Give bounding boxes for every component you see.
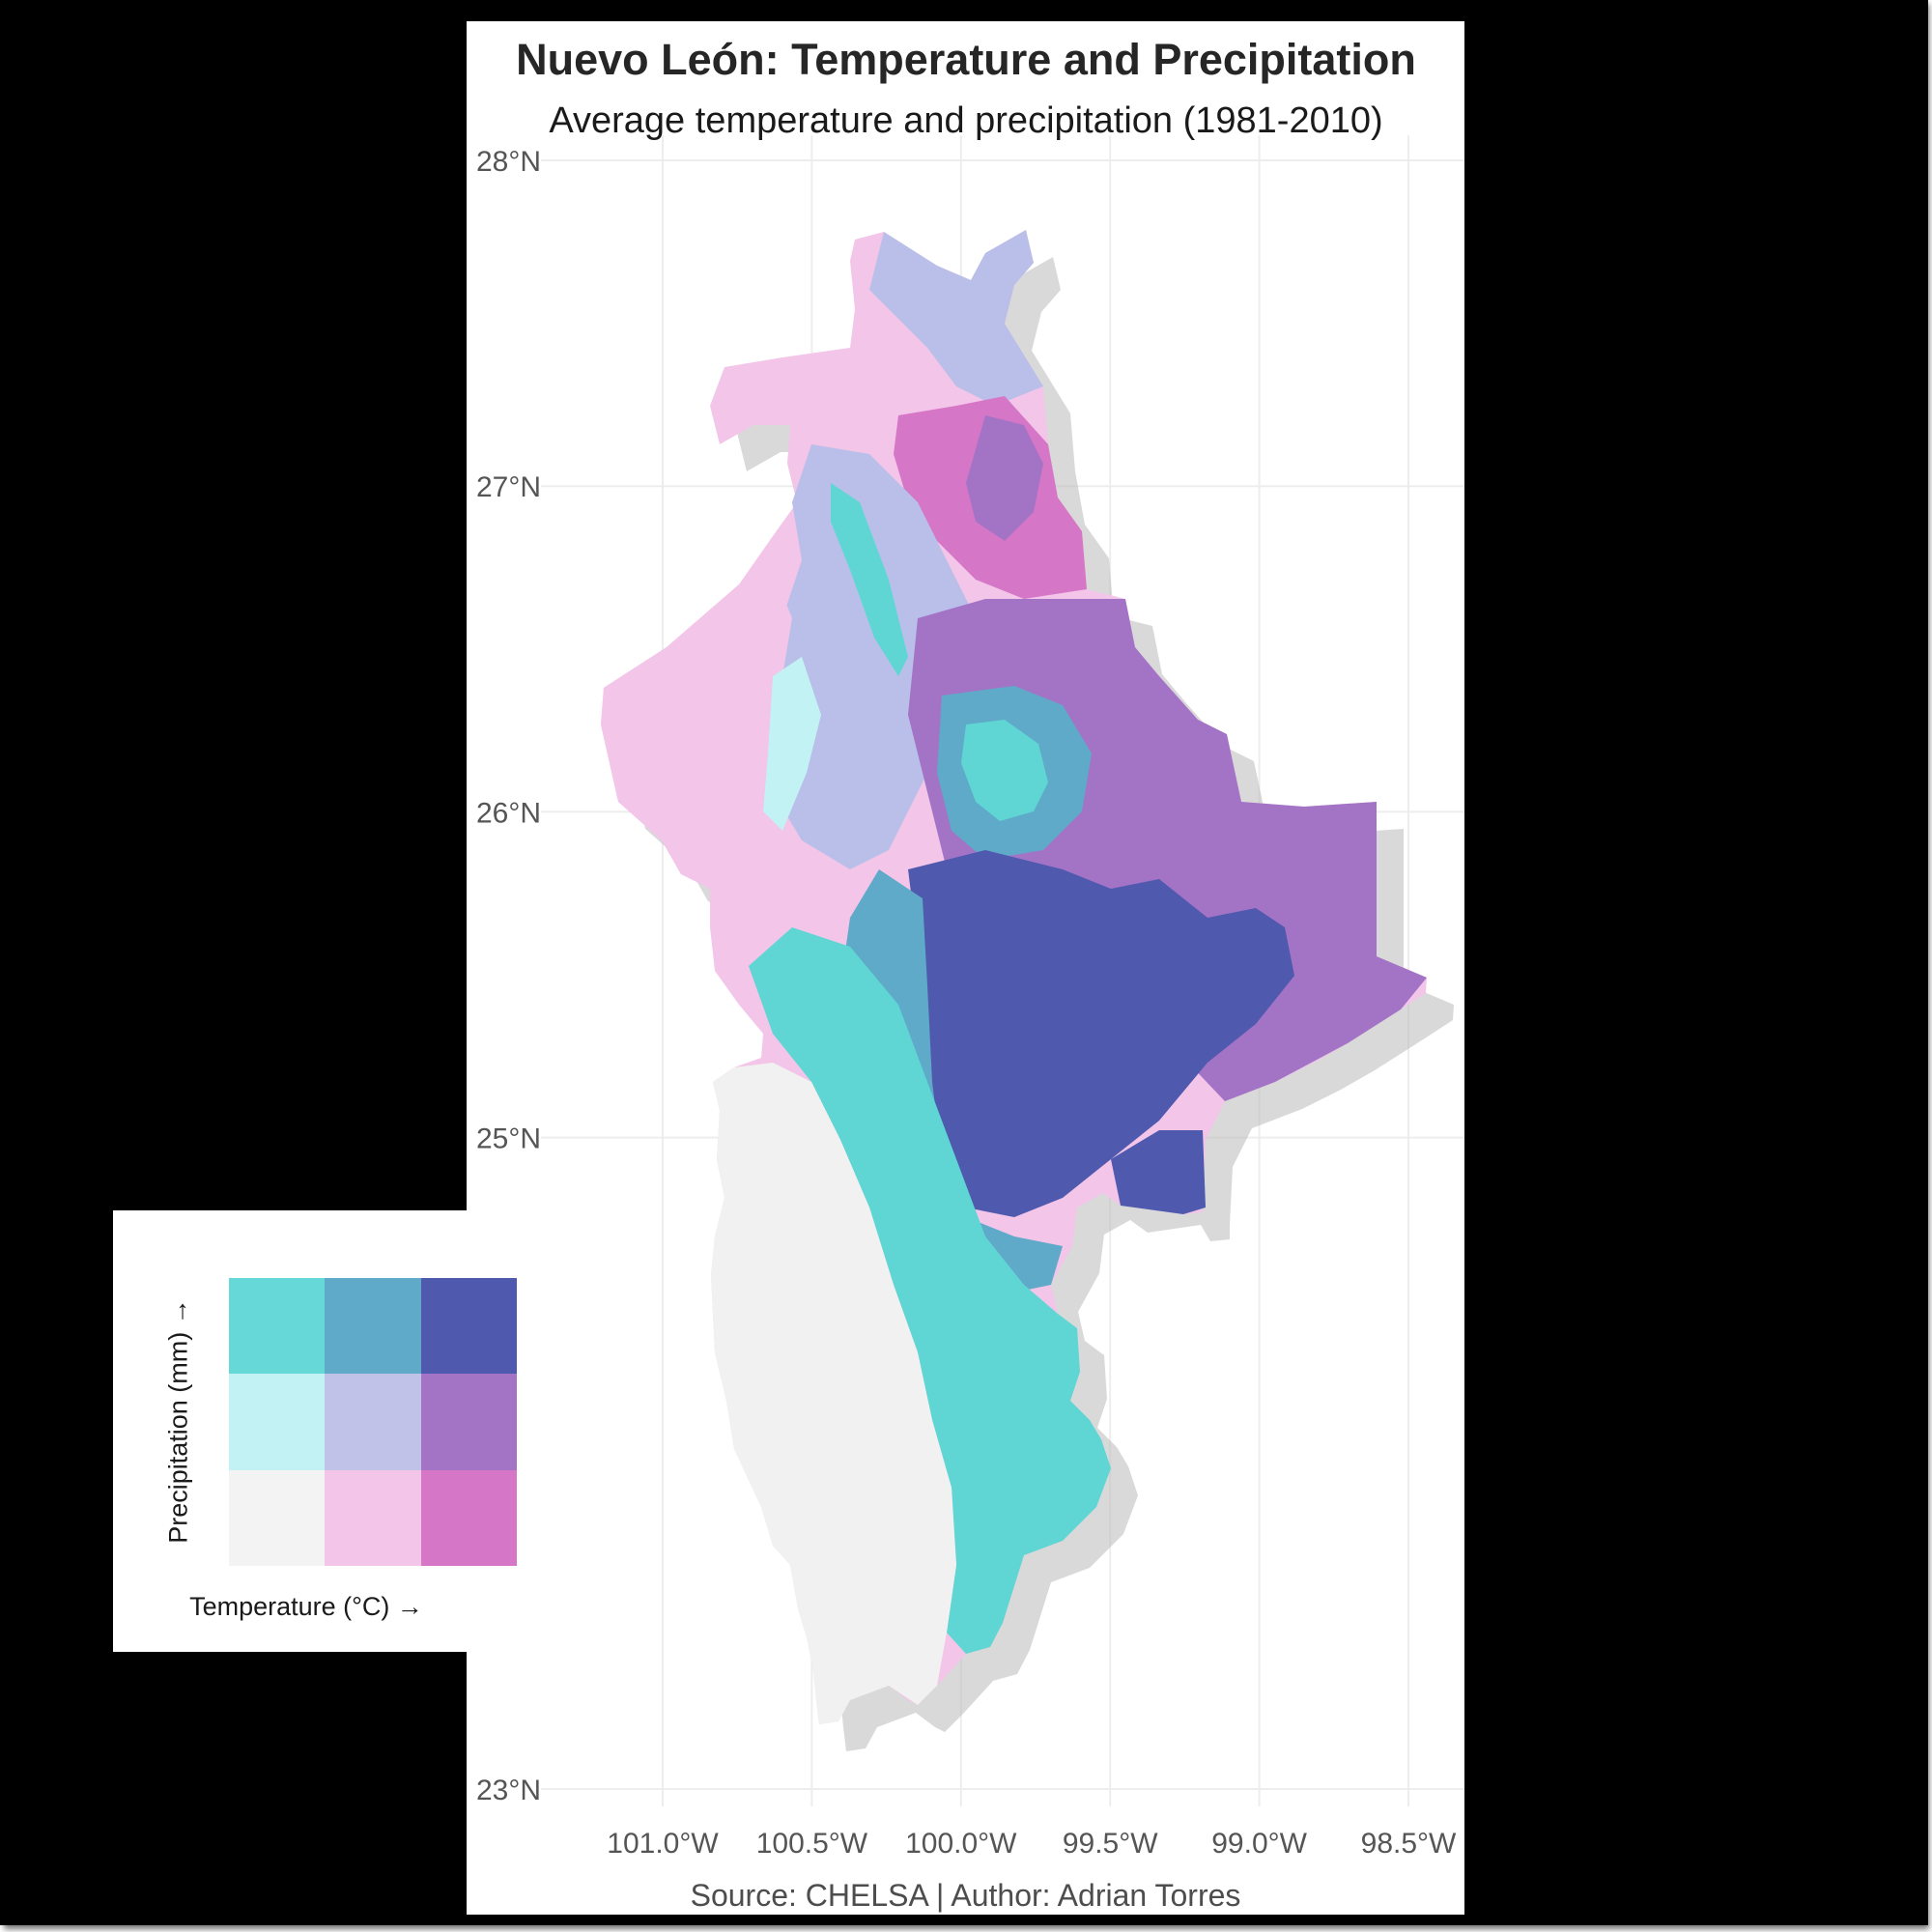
lon-tick-label: 99.0°W — [1211, 1828, 1307, 1860]
lat-tick-label: 26°N — [476, 797, 541, 829]
northern-ridge-cool-wet — [831, 483, 908, 676]
northwest-mid-dry-zone — [601, 570, 792, 889]
nuevo-leon-map — [601, 230, 1427, 1724]
lon-tick-label: 100.5°W — [756, 1828, 868, 1860]
longitude-labels: 101.0°W 100.5°W 100.0°W 99.5°W 99.0°W 98.5°W — [607, 1828, 1457, 1860]
lat-tick-label: 25°N — [476, 1123, 541, 1155]
latitude-labels: 28°N 27°N 26°N 25°N 23°N — [476, 146, 541, 1806]
legend-cell-low-temp-high-precip — [229, 1278, 326, 1375]
legend-cell-low-temp-low-precip — [229, 1469, 326, 1566]
legend-cell-high-temp-low-precip — [420, 1469, 517, 1566]
bivariate-legend: Precipitation (mm) → Temperature (°C) → — [113, 1210, 517, 1652]
western-ridge-cool-mid — [763, 657, 821, 831]
lat-tick-label: 27°N — [476, 471, 541, 503]
legend-x-label: Temperature (°C) → — [189, 1592, 423, 1621]
sierra-cool-wet-ridge — [749, 927, 1111, 1654]
legend-y-label: Precipitation (mm) → — [163, 1298, 193, 1544]
legend-grid — [229, 1278, 517, 1566]
lon-tick-label: 101.0°W — [607, 1828, 719, 1860]
lat-tick-label: 28°N — [476, 146, 541, 178]
southeast-hot-wet-tail — [1111, 1130, 1206, 1214]
right-black-band — [1464, 21, 1910, 1915]
source-caption: Source: CHELSA | Author: Adrian Torres — [690, 1878, 1241, 1913]
northeast-mid-zone — [869, 230, 1043, 406]
northern-hot-mid-zone — [966, 415, 1043, 541]
legend-cell-mid-temp-mid-precip — [325, 1374, 421, 1470]
western-mid-wet-band — [840, 869, 1063, 1294]
lon-tick-label: 99.5°W — [1063, 1828, 1158, 1860]
legend-cell-mid-temp-high-precip — [325, 1278, 421, 1375]
legend-cell-mid-temp-low-precip — [325, 1469, 421, 1566]
lon-tick-label: 98.5°W — [1361, 1828, 1457, 1860]
lon-tick-label: 100.0°W — [905, 1828, 1017, 1860]
sierra-cool-wet-core — [961, 720, 1048, 821]
legend-cell-high-temp-high-precip — [420, 1278, 517, 1375]
southwest-cool-dry-zone — [711, 1063, 956, 1724]
legend-cell-high-temp-mid-precip — [420, 1374, 517, 1470]
legend-cell-low-temp-mid-precip — [229, 1374, 326, 1470]
page-title: Nuevo León: Temperature and Precipitatio… — [516, 35, 1416, 84]
page-subtitle: Average temperature and precipitation (1… — [549, 100, 1383, 141]
lat-tick-label: 23°N — [476, 1775, 541, 1806]
central-hot-wet-zone — [908, 850, 1294, 1217]
